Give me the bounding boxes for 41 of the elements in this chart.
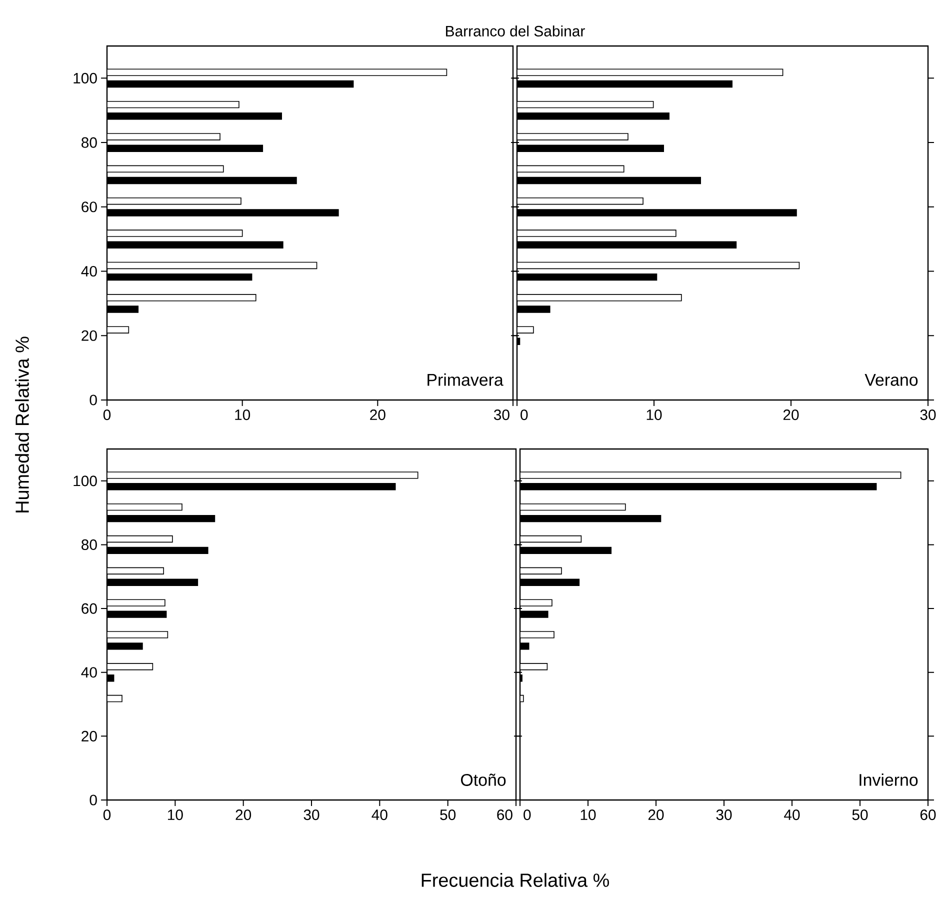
x-tick-label: 0	[524, 809, 531, 820]
y-tick-label: 80	[82, 137, 97, 148]
x-tick-label: 0	[520, 409, 528, 420]
y-tick-label: 40	[81, 266, 97, 277]
annotation: Invierno	[860, 774, 918, 786]
annotation: Verano	[864, 374, 918, 386]
x-tick-label: 10	[168, 809, 183, 820]
y-axis-title: Humedad Relativa %	[15, 336, 29, 512]
x-tick-label: 60	[497, 809, 512, 820]
x-tick-label: 0	[103, 809, 111, 820]
x-tick-label: 30	[304, 809, 320, 820]
y-tick-label: 0	[90, 394, 97, 406]
x-tick-label: 20	[236, 809, 252, 820]
x-tick-label: 40	[372, 809, 388, 820]
y-tick-label: 20	[82, 730, 97, 742]
annotation: Otoño	[461, 774, 506, 786]
y-tick-label: 0	[90, 794, 97, 806]
y-tick-label: 80	[82, 539, 97, 550]
y-tick-label: 40	[81, 667, 97, 678]
x-axis-title: Frecuencia Relativa %	[422, 873, 609, 887]
y-tick-label: 60	[82, 202, 97, 212]
y-tick-label: 100	[74, 476, 97, 486]
x-tick-label: 10	[235, 409, 250, 420]
x-tick-label: 30	[494, 409, 510, 420]
x-tick-label: 20	[370, 409, 386, 420]
x-tick-label: 50	[852, 809, 868, 820]
x-tick-label: 40	[784, 809, 800, 820]
x-tick-label: 50	[440, 809, 456, 820]
x-tick-label: 30	[920, 409, 936, 420]
x-tick-label: 60	[920, 809, 936, 820]
annotation: Primavera	[428, 373, 504, 386]
x-tick-label: 10	[646, 409, 662, 420]
x-tick-label: 20	[783, 409, 799, 420]
y-tick-label: 100	[74, 72, 97, 84]
x-tick-label: 20	[648, 809, 664, 820]
y-tick-label: 60	[82, 603, 97, 614]
x-tick-label: 0	[103, 409, 111, 420]
chart-title: Barranco del Sabinar	[446, 25, 585, 36]
y-tick-label: 20	[82, 330, 97, 341]
x-tick-label: 10	[580, 809, 596, 820]
x-tick-label: 30	[716, 809, 732, 820]
